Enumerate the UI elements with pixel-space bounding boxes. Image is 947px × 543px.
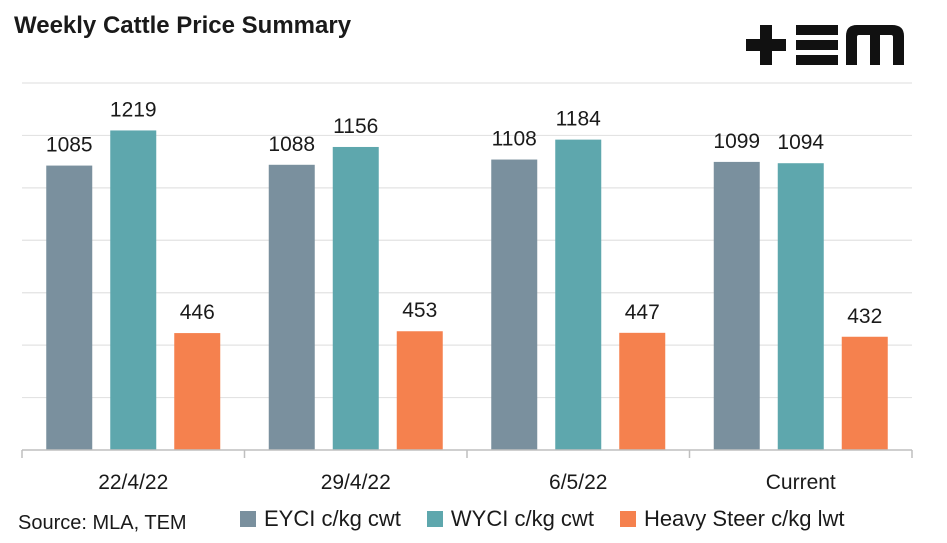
data-label: 1094 <box>777 131 824 154</box>
x-tick-label: Current <box>766 471 836 494</box>
bar <box>174 333 221 450</box>
data-label: 432 <box>847 305 882 328</box>
data-label: 446 <box>180 301 215 324</box>
bar <box>268 164 315 450</box>
bar <box>491 159 538 450</box>
legend-label-wyci: WYCI c/kg cwt <box>450 506 594 531</box>
bar-series <box>46 130 888 451</box>
legend-label-eyci: EYCI c/kg cwt <box>264 506 401 531</box>
data-label: 1184 <box>556 108 601 131</box>
data-label: 453 <box>402 299 437 322</box>
data-label: 447 <box>625 301 660 324</box>
bar <box>777 163 824 451</box>
chart-title: Weekly Cattle Price Summary <box>14 12 352 39</box>
data-label: 1085 <box>46 134 93 157</box>
bar <box>841 336 888 450</box>
legend-swatch-eyci <box>240 511 256 527</box>
tem-logo <box>746 25 904 65</box>
gridlines <box>22 82 912 399</box>
legend: EYCI c/kg cwt WYCI c/kg cwt Heavy Steer … <box>240 506 870 532</box>
data-label: 1108 <box>492 128 537 151</box>
legend-swatch-wyci <box>426 511 443 527</box>
data-label: 1219 <box>110 98 157 121</box>
source-note: Source: MLA, TEM <box>18 512 187 534</box>
data-label: 1156 <box>333 115 378 138</box>
data-label: 1099 <box>713 130 760 153</box>
bar <box>396 331 443 450</box>
legend-item-heavy-steer: Heavy Steer c/kg lwt <box>619 506 845 532</box>
legend-label-heavy-steer: Heavy Steer c/kg lwt <box>643 506 845 531</box>
data-label: 1088 <box>268 133 315 156</box>
x-tick-label: 22/4/22 <box>98 471 168 494</box>
bar <box>46 165 93 450</box>
bar <box>713 161 760 450</box>
legend-item-eyci: EYCI c/kg cwt <box>240 506 401 532</box>
legend-item-wyci: WYCI c/kg cwt <box>426 506 594 532</box>
data-labels: 1085 1219 446 1088 1156 453 1108 1184 447 1099 109… <box>46 98 882 327</box>
bar <box>110 130 157 450</box>
bar <box>619 332 666 450</box>
x-tick-label: 6/5/22 <box>549 471 607 494</box>
x-axis: 22/4/22 29/4/22 6/5/22 Current <box>21 449 913 494</box>
bar <box>555 139 602 450</box>
bar <box>332 146 379 450</box>
legend-swatch-heavy-steer <box>619 511 636 527</box>
x-tick-label: 29/4/22 <box>321 471 391 494</box>
